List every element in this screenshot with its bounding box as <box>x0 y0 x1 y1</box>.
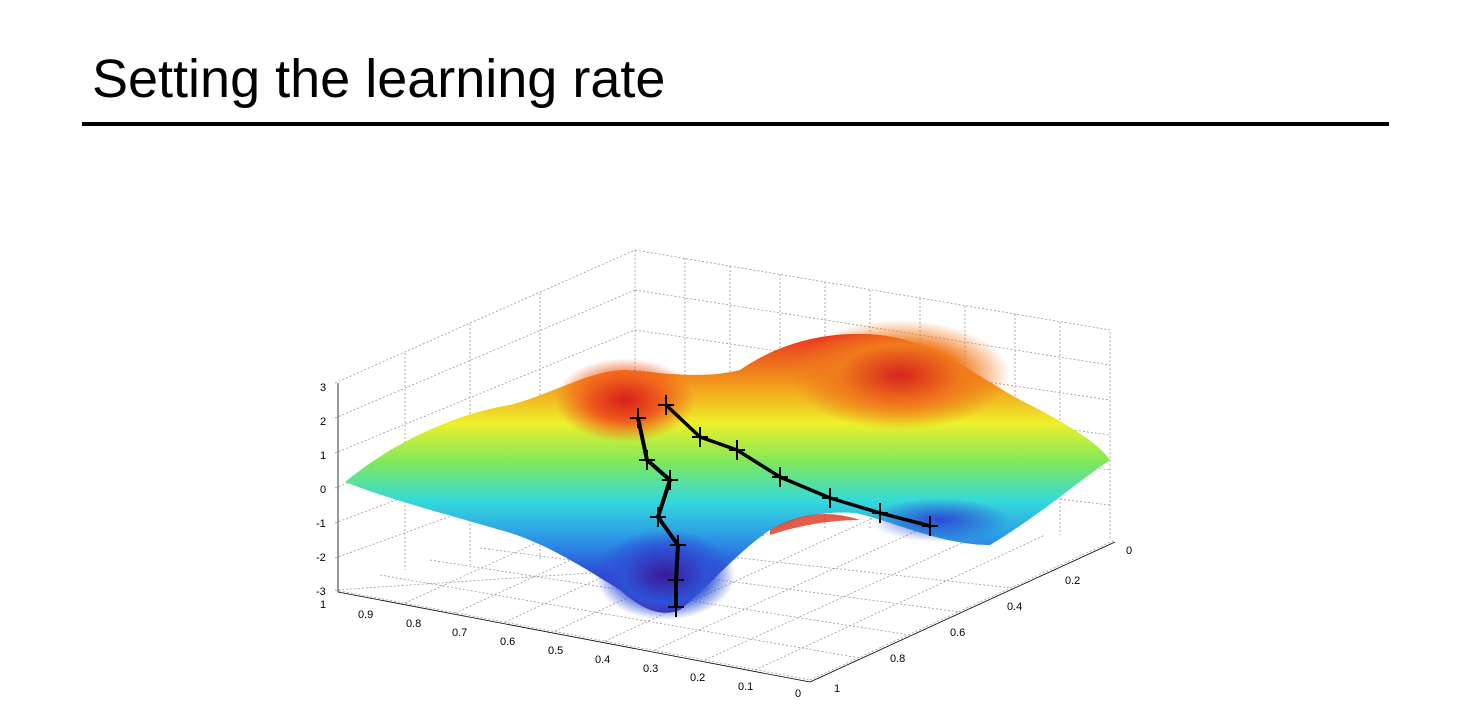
z-tick-label: 2 <box>320 416 326 428</box>
z-axis: 3 2 1 0 -1 -2 -3 <box>316 382 339 598</box>
surface-plot-svg: 3 2 1 0 -1 -2 -3 1 0.9 0.8 0.7 0.6 0.5 0… <box>316 249 1132 700</box>
y-tick-label: 0.4 <box>1007 601 1022 613</box>
z-tick-label: -1 <box>316 518 326 530</box>
x-tick-label: 0 <box>795 688 801 700</box>
star-marker <box>650 507 666 527</box>
y-tick-label: 1 <box>834 683 840 695</box>
x-axis: 1 0.9 0.8 0.7 0.6 0.5 0.4 0.3 0.2 0.1 0 <box>320 591 811 700</box>
surface-plot: 3 2 1 0 -1 -2 -3 1 0.9 0.8 0.7 0.6 0.5 0… <box>300 230 1160 710</box>
y-axis: 0 0.2 0.4 0.6 0.8 1 <box>809 541 1132 695</box>
star-marker <box>922 516 938 536</box>
x-tick-label: 0.5 <box>548 645 563 657</box>
star-marker <box>729 440 745 460</box>
surface <box>345 320 1110 620</box>
x-tick-label: 0.3 <box>643 663 658 675</box>
y-tick-label: 0 <box>1126 545 1132 557</box>
star-marker <box>772 467 788 487</box>
star-marker <box>692 427 708 447</box>
z-tick-label: 1 <box>320 450 326 462</box>
x-tick-label: 0.1 <box>738 681 753 693</box>
x-tick-label: 0.6 <box>500 636 515 648</box>
z-tick-label: 3 <box>320 382 326 394</box>
x-tick-label: 1 <box>320 599 326 611</box>
star-marker <box>662 470 678 490</box>
path-markers <box>630 395 938 617</box>
z-tick-label: -2 <box>316 552 326 564</box>
x-tick-label: 0.8 <box>406 618 421 630</box>
star-marker <box>639 450 655 470</box>
star-marker <box>668 570 684 590</box>
title-rule <box>82 122 1389 126</box>
y-tick-label: 0.8 <box>890 653 905 665</box>
star-marker <box>658 395 674 415</box>
y-tick-label: 0.6 <box>950 627 965 639</box>
x-tick-label: 0.4 <box>595 654 610 666</box>
star-marker <box>668 597 684 617</box>
star-marker <box>670 535 686 555</box>
star-marker <box>872 503 888 523</box>
star-marker <box>822 488 838 508</box>
z-tick-label: 0 <box>320 484 326 496</box>
x-tick-label: 0.7 <box>452 627 467 639</box>
star-marker <box>630 408 646 428</box>
z-tick-label: -3 <box>316 586 326 598</box>
x-tick-label: 0.9 <box>358 609 373 621</box>
x-tick-label: 0.2 <box>690 672 705 684</box>
slide-title: Setting the learning rate <box>92 49 666 109</box>
y-tick-label: 0.2 <box>1065 575 1080 587</box>
